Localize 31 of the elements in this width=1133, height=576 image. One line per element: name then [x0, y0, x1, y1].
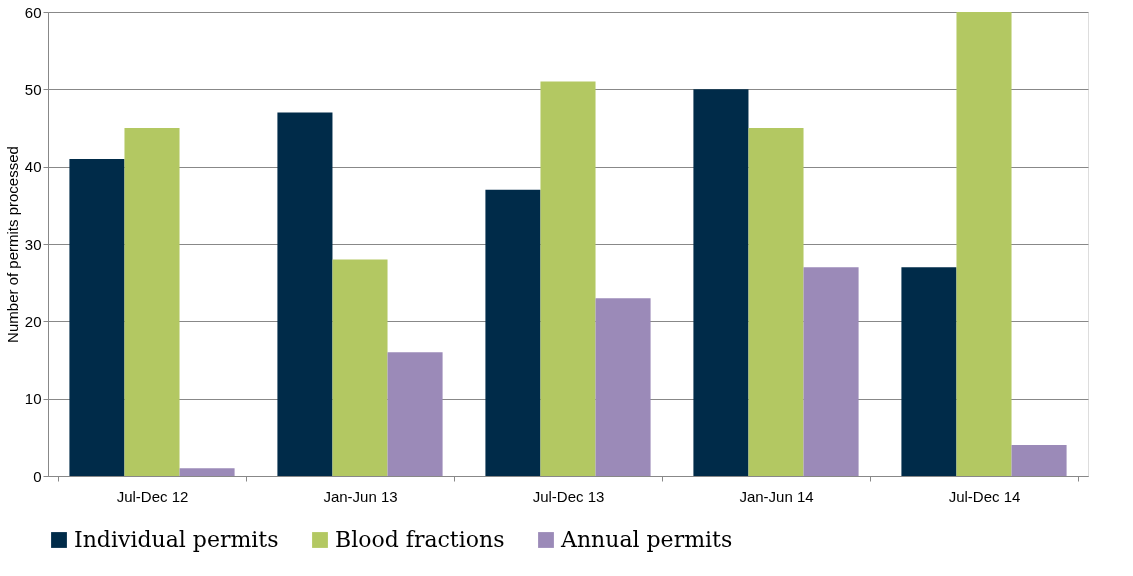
- y-tick-label: 30: [24, 235, 42, 253]
- bar: [69, 158, 125, 476]
- bar: [595, 298, 651, 476]
- legend-label: Annual permits: [560, 527, 733, 552]
- bar: [1011, 445, 1067, 476]
- legend-label: Blood fractions: [335, 527, 505, 552]
- y-axis-title: Number of permits processed: [3, 146, 21, 343]
- bar: [387, 352, 443, 476]
- y-tick-label: 50: [24, 80, 42, 98]
- bar: [332, 259, 388, 476]
- y-tick-label: 10: [24, 390, 42, 408]
- x-tick-label: Jul-Dec 12: [116, 487, 189, 505]
- bar: [693, 89, 749, 476]
- bar: [901, 267, 957, 476]
- bar: [956, 12, 1012, 476]
- x-tick-label: Jan-Jun 13: [323, 487, 398, 505]
- bar: [803, 267, 859, 476]
- y-tick-label: 20: [24, 312, 42, 330]
- bar: [485, 189, 541, 476]
- x-tick-label: Jan-Jun 14: [739, 487, 814, 505]
- bar: [277, 112, 333, 476]
- bar: [124, 128, 180, 476]
- y-tick-label: 0: [33, 467, 42, 485]
- bar: [540, 81, 596, 476]
- y-tick-label: 40: [24, 158, 42, 176]
- legend-label: Individual permits: [74, 527, 279, 552]
- x-tick-label: Jul-Dec 14: [948, 487, 1021, 505]
- y-tick-label: 60: [24, 3, 42, 21]
- bar: [748, 128, 804, 476]
- x-tick-label: Jul-Dec 13: [532, 487, 605, 505]
- bar: [179, 468, 235, 476]
